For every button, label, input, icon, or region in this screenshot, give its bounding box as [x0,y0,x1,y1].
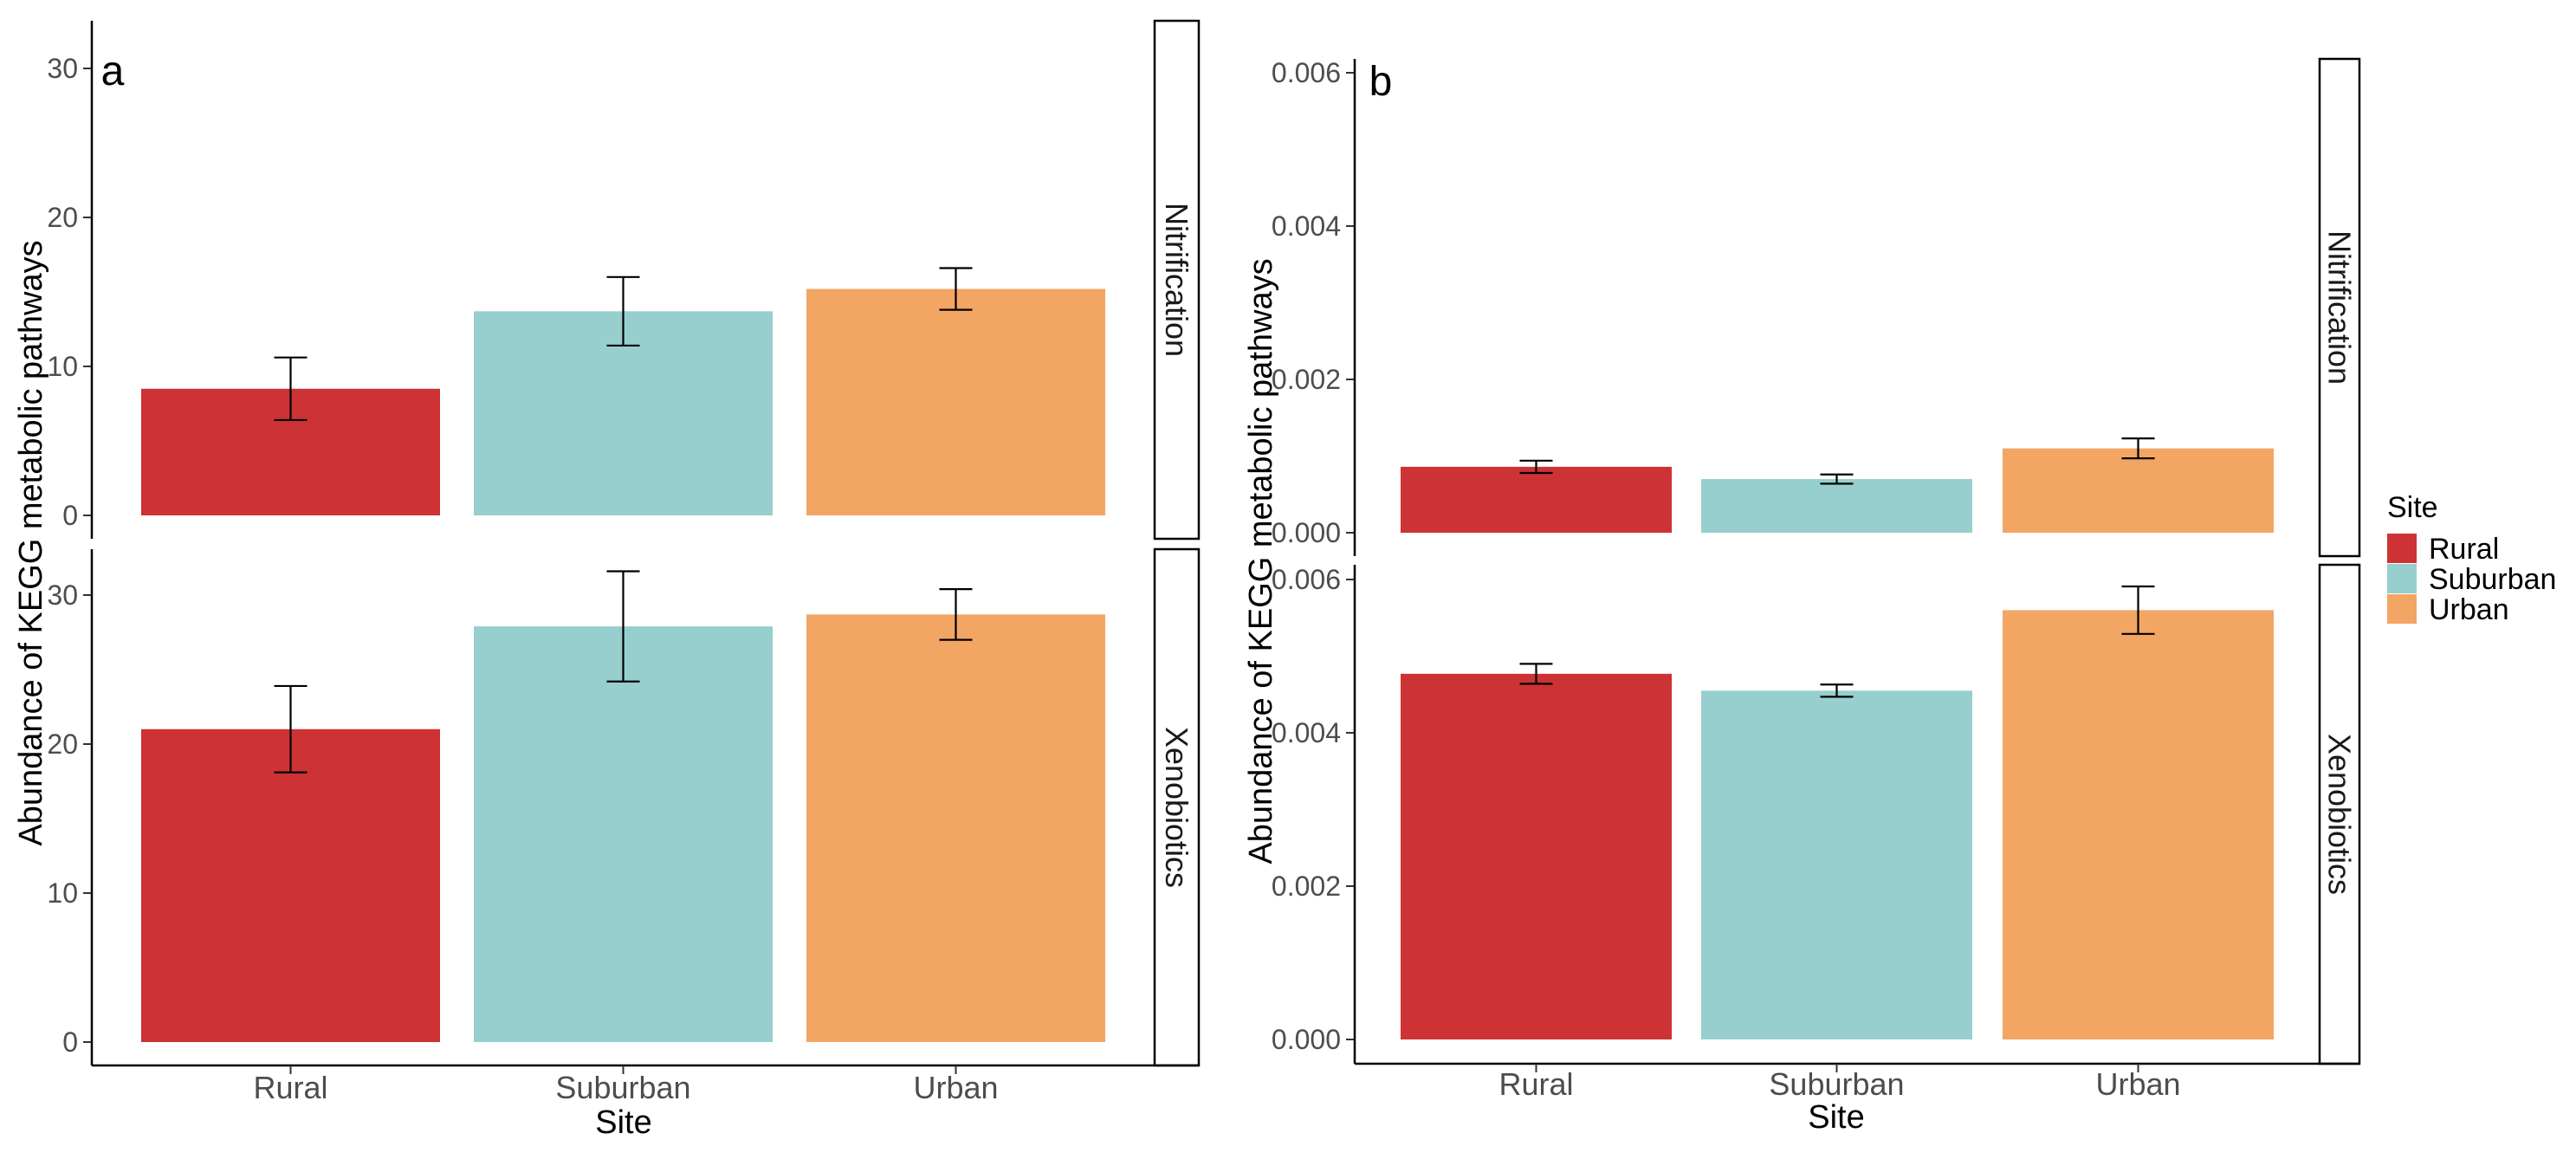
facet-strip [1153,19,1201,541]
bar-suburban [474,626,773,1042]
y-tick-label: 0.000 [1272,517,1341,548]
error-bar-rural [1519,459,1553,475]
facet-strip-label: Xenobiotics [1159,727,1194,888]
facet-strip [1153,547,1201,1067]
x-tick-label-urban: Urban [2095,1066,2180,1102]
y-tick-label: 0.006 [1272,564,1341,595]
facet-xenobiotics: 0 10 20 30 Xenobiotics [47,547,1201,1067]
facet-strip-label: Nitrification [1159,203,1194,357]
y-tick-label: 0.000 [1272,1024,1341,1055]
bar-rural [141,728,440,1042]
legend-title: Site [2387,491,2438,524]
error-bar-urban [2121,437,2155,460]
y-axis-title: Abundance of KEGG metabolic pathways [13,240,49,845]
legend-label: Suburban [2429,563,2556,596]
facet-strip-label: Xenobiotics [2322,734,2358,895]
error-bar-suburban [606,570,640,683]
y-tick-label: 0.002 [1272,364,1341,395]
legend-item-urban: Urban [2387,593,2509,626]
bar-urban [2003,610,2274,1039]
y-tick-label: 0 [62,1026,78,1058]
facet-strip-label: Nitrification [2322,230,2358,385]
panel-label: a [101,49,125,94]
y-tick-label: 0.004 [1272,717,1341,748]
facet-nitrification: 0 10 20 30 Nitrification [47,19,1201,541]
y-axis-title: Abundance of KEGG metabolic pathways [1243,258,1279,864]
facet-strip [2318,563,2361,1065]
bar-urban [806,614,1105,1042]
y-tick-label: 0.006 [1272,57,1341,88]
x-tick-label-suburban: Suburban [1769,1066,1904,1102]
error-bar-urban [2121,585,2155,635]
bar-urban [806,288,1105,515]
legend-label: Urban [2429,593,2509,626]
facet-nitrification: 0.000 0.002 0.004 0.006 Nitrification [1272,57,2361,558]
error-bar-suburban [1820,473,1854,485]
error-bar-urban [939,267,973,311]
panel-a: a 0 10 20 30 Nitrification 0 10 20 30 Xenobiotics R… [13,19,1201,1141]
legend-swatch [2387,594,2417,624]
x-tick-label-rural: Rural [1498,1066,1573,1102]
x-axis-title: Site [595,1104,651,1141]
x-tick-label-suburban: Suburban [555,1070,690,1105]
error-bar-suburban [1820,683,1854,698]
y-tick-label: 30 [47,580,78,611]
y-tick-label: 30 [47,53,78,84]
y-tick-label: 10 [47,351,78,382]
facet-strip [2318,57,2361,558]
error-bar-suburban [606,275,640,347]
bar-rural [1401,466,1672,533]
legend-label: Rural [2429,533,2499,566]
bar-rural [1401,673,1672,1039]
legend-swatch [2387,534,2417,563]
x-axis-title: Site [1808,1099,1864,1136]
legend-item-suburban: Suburban [2387,563,2556,596]
x-tick-label-urban: Urban [913,1070,998,1105]
error-bar-rural [274,356,307,422]
legend-swatch [2387,564,2417,593]
bar-suburban [1701,690,1972,1039]
bar-suburban [1701,479,1972,533]
y-tick-label: 0 [62,500,78,531]
legend-item-rural: Rural [2387,533,2499,566]
y-tick-label: 10 [47,877,78,909]
panel-b: b0.0000.0020.0040.006Nitrification0.0000… [1243,57,2361,1136]
y-tick-label: 20 [47,728,78,760]
error-bar-urban [939,588,973,641]
panel-label: b [1369,59,1393,105]
bar-urban [2003,448,2274,533]
error-bar-rural [1519,663,1553,685]
y-tick-label: 20 [47,202,78,233]
facet-xenobiotics: 0.000 0.002 0.004 0.006 Xenobiotics [1272,563,2361,1065]
y-tick-label: 0.002 [1272,871,1341,902]
x-tick-label-rural: Rural [253,1070,327,1105]
error-bar-rural [274,684,307,774]
y-tick-label: 0.004 [1272,210,1341,242]
